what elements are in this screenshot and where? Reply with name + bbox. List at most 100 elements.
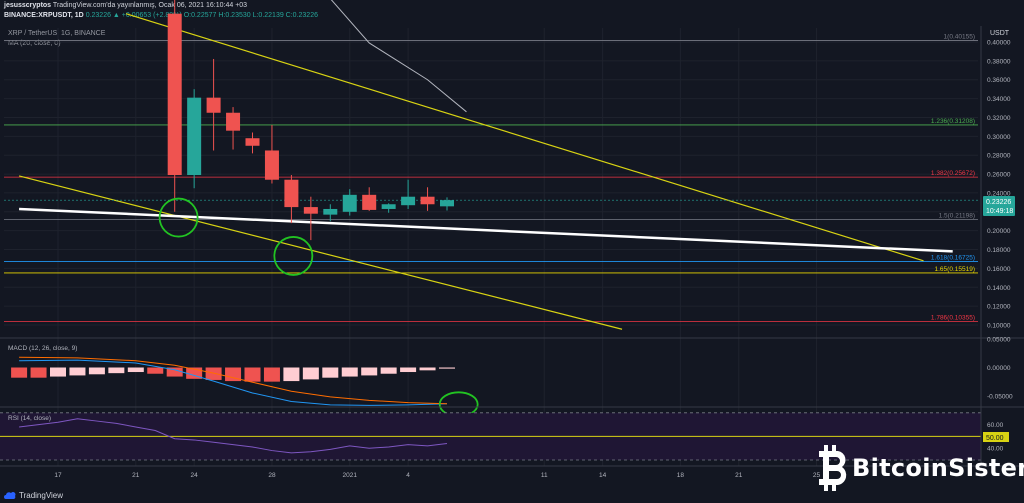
candle-body: [420, 196, 435, 205]
fib-level-label: 1(0.40155): [944, 34, 975, 41]
macd-histogram-bar: [341, 367, 358, 377]
macd-histogram-bar: [322, 367, 339, 378]
candle-body: [245, 138, 260, 146]
bitcoin-b-icon: [819, 445, 847, 491]
macd-histogram-bar: [50, 367, 66, 377]
trendline-resistance: [125, 13, 924, 262]
trendline-support-channel: [18, 175, 623, 330]
rsi-current-label: 50.00: [986, 435, 1004, 442]
macd-histogram-bar: [88, 367, 105, 375]
macd-tick-label: 0.00000: [987, 365, 1011, 372]
tradingview-footer[interactable]: TradingView: [4, 491, 63, 500]
time-tick-label: 2021: [343, 472, 358, 479]
fib-level-label: 1.65(0.15519): [935, 266, 975, 273]
tradingview-label: TradingView: [19, 491, 64, 500]
published-text: TradingView.com'da yayınlanmış, Ocak 06,…: [52, 2, 248, 9]
price-pane: 1(0.40155) 1.236(0.31208) 1.382(0.25672) 1.…: [4, 0, 978, 330]
highlight-circle: [158, 197, 199, 238]
price-tick-label: 0.16000: [987, 266, 1011, 273]
macd-signal-line: [19, 356, 448, 405]
price-tick-label: 0.38000: [987, 58, 1011, 65]
symbol-label: BINANCE:XRPUSDT, 1D: [4, 12, 84, 19]
rsi-tick-label: 60.00: [987, 422, 1004, 429]
highlight-circle: [273, 236, 314, 276]
price-tick-label: 0.30000: [987, 134, 1011, 141]
macd-histogram-bar: [361, 367, 378, 376]
macd-histogram-bar: [108, 367, 125, 374]
rsi-title: RSI (14, close): [8, 415, 51, 422]
header-publisher-line: jesusscryptos TradingView.com'da yayınla…: [4, 2, 247, 9]
axes: 0.10000 0.12000 0.14000 0.16000 0.18000 0.200…: [0, 26, 1024, 479]
price-tick-label: 0.32000: [987, 115, 1011, 122]
time-tick-label: 28: [268, 472, 276, 479]
bitcoinsistemi-logo: BitcoinSistemi: [816, 445, 1024, 491]
macd-histogram-bar: [263, 367, 280, 382]
series-title[interactable]: XRP / TetherUS, 1G, BINANCE: [8, 30, 106, 37]
current-price-label: 0.23226: [986, 199, 1011, 206]
price-tick-label: 0.36000: [987, 77, 1011, 84]
candle-body: [226, 112, 241, 131]
rsi-line: [19, 418, 448, 454]
trendline-support: [19, 207, 953, 253]
macd-histogram-bar: [30, 367, 47, 378]
fib-level-label: 1.618(0.16725): [931, 255, 975, 262]
time-tick-label: 25: [813, 472, 821, 479]
macd-line: [19, 359, 448, 406]
price-tick-label: 0.24000: [987, 190, 1011, 197]
price-tick-label: 0.12000: [987, 304, 1011, 311]
bar-countdown-label: 10:49:18: [986, 208, 1013, 215]
time-tick-label: 18: [677, 472, 685, 479]
macd-histogram-bar: [380, 367, 397, 374]
candle-body: [362, 194, 377, 210]
macd-tick-label: -0.05000: [987, 393, 1013, 400]
macd-histogram-bar: [244, 367, 261, 382]
current-price-tag: 0.23226 10:49:18: [983, 196, 1015, 216]
macd-histogram-bar: [439, 367, 455, 369]
fib-level-label: 1.786(0.10355): [931, 315, 975, 322]
macd-histogram-bar: [147, 367, 164, 374]
price-tick-label: 0.10000: [987, 323, 1011, 330]
macd-histogram-bar: [283, 367, 300, 382]
price-tick-label: 0.26000: [987, 172, 1011, 179]
candle-body: [381, 204, 396, 209]
macd-histogram-bar: [400, 367, 417, 373]
price-tick-label: 0.28000: [987, 153, 1011, 160]
price-tick-label: 0.18000: [987, 247, 1011, 254]
candle-body: [206, 97, 221, 113]
macd-histogram-bar: [127, 367, 144, 373]
publisher-name: jesusscryptos: [4, 2, 52, 9]
macd-tick-label: 0.05000: [987, 337, 1011, 344]
rsi-pane: RSI (14, close): [0, 412, 981, 461]
candle-body: [303, 207, 318, 214]
candle-body: [401, 196, 416, 206]
macd-histogram-bar: [166, 367, 183, 377]
macd-title: MACD (12, 26, close, 9): [8, 345, 77, 352]
axis-currency: USDT: [990, 30, 1010, 37]
macd-pane: MACD (12, 26, close, 9): [8, 345, 479, 418]
watermark-text: BitcoinSistemi: [852, 454, 1024, 482]
fib-level-label: 1.5(0.21198): [939, 212, 975, 219]
rsi-tick-label: 40.00: [987, 446, 1004, 453]
ma-indicator-label[interactable]: MA (20, close, 0): [8, 40, 61, 47]
time-tick-label: 4: [406, 472, 410, 479]
time-tick-label: 14: [599, 472, 607, 479]
grid: [4, 28, 978, 466]
time-tick-label: 17: [54, 472, 62, 479]
candle-body: [167, 13, 182, 176]
ohlc-values: O:0.22577 H:0.23530 L:0.22139 C:0.23226: [183, 12, 318, 19]
macd-histogram-bar: [11, 367, 28, 378]
macd-histogram-bar: [205, 367, 222, 380]
time-tick-label: 21: [735, 472, 743, 479]
price-tick-label: 0.20000: [987, 228, 1011, 235]
time-tick-label: 11: [541, 472, 548, 479]
rsi-current-tag: 50.00: [983, 432, 1009, 442]
time-tick-label: 24: [191, 472, 199, 479]
macd-histogram-bar: [302, 367, 319, 380]
candle-body: [342, 194, 357, 212]
price-tick-label: 0.34000: [987, 96, 1011, 103]
price-tick-label: 0.40000: [987, 40, 1011, 47]
candle-body: [264, 150, 279, 180]
candle-body: [187, 97, 202, 176]
fib-level-label: 1.382(0.25672): [931, 170, 975, 177]
